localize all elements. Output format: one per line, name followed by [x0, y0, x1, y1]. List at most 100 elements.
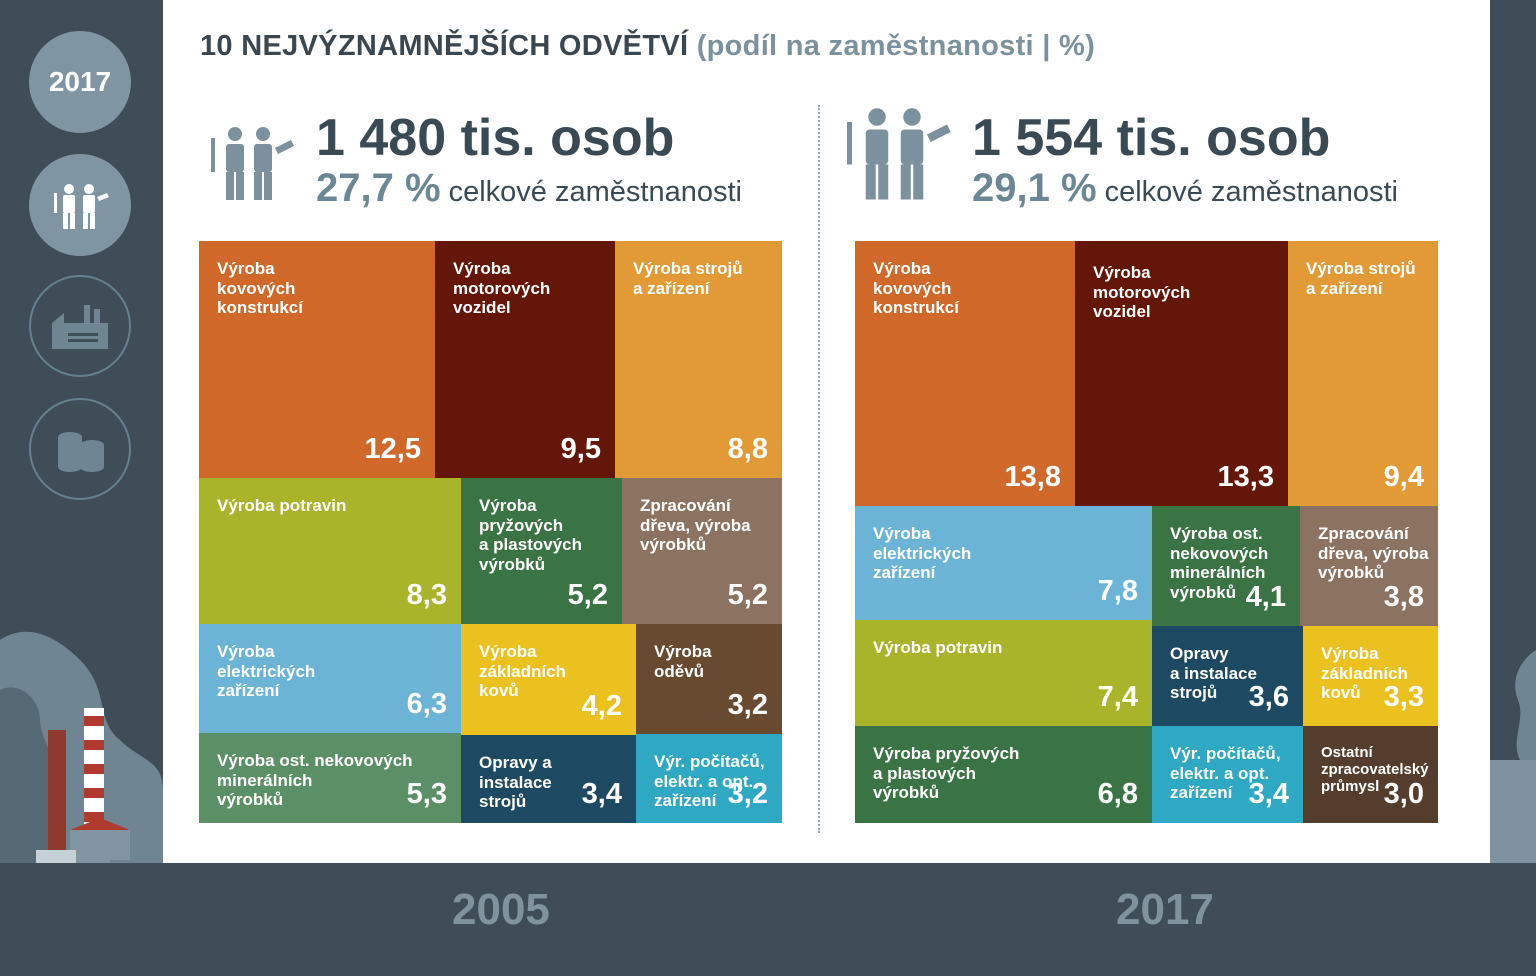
tile-value: 6,3	[406, 688, 447, 720]
tile-value: 12,5	[364, 433, 421, 465]
tile-label: Opravy a instalace strojů	[479, 753, 552, 811]
sidebar-item-coins[interactable]	[29, 398, 131, 500]
factory-icon	[52, 305, 108, 349]
tile-value: 9,4	[1383, 461, 1424, 493]
tile-label: Výroba základních kovů	[479, 642, 566, 700]
treemap-tile: Opravy a instalace strojů 3,6	[1152, 626, 1303, 726]
share-line: 29,1 % celkové zaměstnanosti	[972, 166, 1398, 211]
smoke-illustration-right	[1490, 650, 1536, 863]
tile-label: Zpracování dřeva, výroba výrobků	[640, 496, 751, 554]
tile-label: Výroba pryžových a plastových výrobků	[873, 744, 1020, 802]
tile-value: 5,3	[406, 778, 447, 810]
title-main: 10 NEJVÝZNAMNĚJŠÍCH ODVĚTVÍ	[200, 30, 689, 62]
tile-label: Výroba motorových vozidel	[453, 259, 551, 317]
treemap-tile: Výroba ost. nekovových minerálních výrob…	[199, 733, 461, 823]
tile-value: 3,2	[727, 778, 768, 810]
treemap-tile: Opravy a instalace strojů 3,4	[461, 735, 636, 823]
share-text: celkové zaměstnanosti	[448, 176, 742, 208]
tile-label: Výroba ost. nekovových minerálních výrob…	[1170, 524, 1269, 602]
sidebar-item-factory[interactable]	[29, 275, 131, 377]
persons-count: 1 480 tis. osob	[316, 109, 675, 167]
treemap-tile: Výroba ost. nekovových minerálních výrob…	[1152, 506, 1300, 626]
share-text: celkové zaměstnanosti	[1104, 176, 1398, 208]
tile-label: Výroba kovových konstrukcí	[873, 259, 959, 317]
tile-label: Výroba elektrických zařízení	[873, 524, 972, 582]
smoke-illustration	[0, 631, 163, 863]
workers-icon-2017	[847, 108, 951, 200]
tile-value: 5,2	[567, 579, 608, 611]
tile-value: 3,4	[1248, 778, 1289, 810]
tile-value: 3,2	[727, 689, 768, 721]
tile-label: Výroba strojů a zařízení	[1306, 259, 1416, 298]
treemap-tile: Výroba elektrických zařízení 6,3	[199, 624, 461, 733]
treemap-tile: Výr. počítačů, elektr. a opt. zařízení 3,…	[636, 734, 782, 823]
workers-icon-2005	[211, 127, 294, 200]
treemap-tile: Výroba potravin 7,4	[855, 620, 1152, 726]
tile-label: Výroba motorových vozidel	[1093, 263, 1191, 321]
tile-label: Výroba kovových konstrukcí	[217, 259, 303, 317]
tile-value: 9,5	[560, 433, 601, 465]
treemap-tile: Výroba pryžových a plastových výrobků 6,8	[855, 726, 1152, 823]
tile-value: 13,8	[1004, 461, 1061, 493]
title-sub: (podíl na zaměstnanosti | %)	[696, 30, 1096, 62]
treemap-tile: Výroba elektrických zařízení 7,8	[855, 506, 1152, 620]
treemap-tile: Výroba motorových vozidel 13,3	[1075, 241, 1288, 506]
tile-value: 3,4	[581, 778, 622, 810]
treemap-tile: Výroba základních kovů 4,2	[461, 624, 636, 735]
treemap-tile: Výroba oděvů 3,2	[636, 624, 782, 734]
tile-label: Výroba základních kovů	[1321, 644, 1408, 702]
treemap-tile: Výroba kovových konstrukcí 12,5	[199, 241, 435, 478]
year-badge[interactable]: 2017	[29, 31, 131, 133]
sidebar-item-workers[interactable]	[29, 154, 131, 256]
tile-value: 13,3	[1217, 461, 1274, 493]
workers-icon	[54, 184, 109, 229]
tile-value: 7,4	[1097, 681, 1138, 713]
treemap-tile: Ostatní zpracovatelský průmysl 3,0	[1303, 726, 1438, 823]
tile-value: 8,3	[406, 579, 447, 611]
treemap-tile: Výroba pryžových a plastových výrobků 5,2	[461, 478, 622, 624]
tile-value: 4,2	[581, 690, 622, 722]
treemap-tile: Zpracování dřeva, výroba výrobků 3,8	[1300, 506, 1438, 626]
tile-value: 4,1	[1245, 581, 1286, 613]
page-title: 10 NEJVÝZNAMNĚJŠÍCH ODVĚTVÍ (podíl na za…	[200, 30, 1095, 63]
treemap-tile: Výroba základních kovů 3,3	[1303, 626, 1438, 726]
tile-label: Opravy a instalace strojů	[1170, 644, 1257, 702]
right-decoration	[1490, 0, 1536, 863]
tile-label: Výroba pryžových a plastových výrobků	[479, 496, 582, 574]
treemap-tile: Výroba motorových vozidel 9,5	[435, 241, 615, 478]
share-value: 29,1 %	[972, 166, 1097, 210]
share-value: 27,7 %	[316, 166, 441, 210]
tile-label: Výroba potravin	[873, 638, 1003, 657]
treemap-tile: Výroba kovových konstrukcí 13,8	[855, 241, 1075, 506]
tile-label: Výroba ost. nekovových minerálních výrob…	[217, 751, 413, 809]
treemap-tile: Výroba strojů a zařízení 9,4	[1288, 241, 1438, 506]
tile-value: 8,8	[727, 433, 768, 465]
tile-value: 3,0	[1383, 778, 1424, 810]
tile-label: Výroba strojů a zařízení	[633, 259, 743, 298]
persons-count: 1 554 tis. osob	[972, 109, 1331, 167]
tile-value: 3,3	[1383, 681, 1424, 713]
tile-label: Výroba oděvů	[654, 642, 712, 681]
year-label-2017: 2017	[1116, 885, 1214, 934]
tile-value: 3,6	[1248, 681, 1289, 713]
share-line: 27,7 % celkové zaměstnanosti	[316, 166, 742, 211]
tile-label: Výr. počítačů, elektr. a opt. zařízení	[1170, 744, 1281, 802]
tile-label: Výroba potravin	[217, 496, 347, 515]
bottom-bar	[0, 863, 1536, 976]
tile-value: 5,2	[727, 579, 768, 611]
tile-value: 7,8	[1097, 575, 1138, 607]
tile-label: Výr. počítačů, elektr. a opt. zařízení	[654, 752, 765, 810]
year-label-2005: 2005	[452, 885, 550, 934]
tile-label: Výroba elektrických zařízení	[217, 642, 316, 700]
chimney-illustration	[36, 708, 150, 863]
tile-label: Ostatní zpracovatelský průmysl	[1321, 744, 1429, 795]
treemap-tile: Výr. počítačů, elektr. a opt. zařízení 3,…	[1152, 726, 1303, 823]
panel-divider	[818, 105, 820, 833]
tile-label: Zpracování dřeva, výroba výrobků	[1318, 524, 1429, 582]
tile-value: 6,8	[1097, 778, 1138, 810]
treemap-tile: Výroba potravin 8,3	[199, 478, 461, 624]
sidebar: 2017	[0, 0, 163, 863]
tile-value: 3,8	[1383, 581, 1424, 613]
treemap-tile: Výroba strojů a zařízení 8,8	[615, 241, 782, 478]
coins-icon	[58, 432, 104, 472]
